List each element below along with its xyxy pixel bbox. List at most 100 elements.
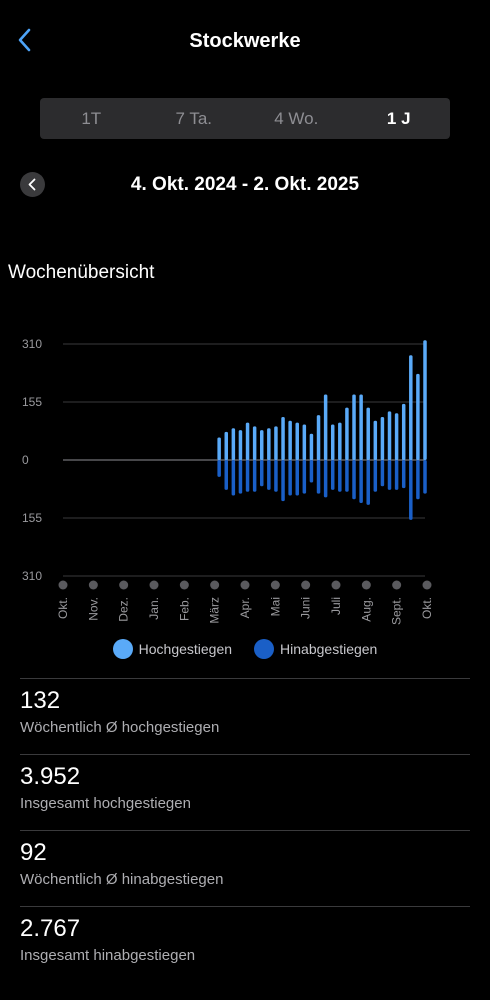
bar-up [409, 355, 413, 460]
chevron-left-icon [18, 28, 31, 52]
stat-total-down: 2.767 Insgesamt hinabgestiegen [20, 906, 470, 982]
bar-up [252, 426, 257, 460]
x-tick-dot [361, 580, 371, 590]
bar-up [352, 394, 356, 460]
bar-down [323, 460, 328, 498]
section-title: Wochenübersicht [8, 262, 155, 283]
stat-label: Wöchentlich Ø hochgestiegen [20, 719, 220, 736]
bar-up [295, 422, 299, 460]
period-selector: 1T 7 Ta. 4 Wo. 1 J [40, 98, 450, 139]
x-tick-dot [149, 580, 159, 590]
bar-down [259, 460, 264, 487]
page-title: Stockwerke [189, 30, 301, 52]
bar-down [352, 460, 356, 500]
y-tick-label: 310 [22, 569, 42, 583]
x-tick-dot [270, 580, 280, 590]
x-tick-label: Jan. [147, 597, 161, 620]
x-tick-label: Juni [299, 597, 313, 619]
bar-up [274, 426, 278, 460]
x-tick-label: Sept. [390, 597, 404, 625]
bar-down [252, 460, 257, 492]
bar-up [309, 433, 314, 460]
bar-up [231, 428, 236, 460]
x-tick-dot [210, 580, 220, 590]
bar-up [259, 430, 264, 460]
stat-value: 2.767 [20, 915, 81, 942]
stat-value: 92 [20, 839, 47, 866]
period-1-year[interactable]: 1 J [386, 108, 411, 128]
stat-label: Insgesamt hochgestiegen [20, 795, 191, 812]
bar-up [323, 394, 328, 460]
bar-down [309, 460, 314, 483]
period-7-days[interactable]: 7 Ta. [175, 108, 213, 128]
bar-down [401, 460, 406, 489]
bar-down [366, 460, 370, 505]
chart-grid [63, 343, 425, 577]
x-tick-label: Okt. [56, 597, 70, 619]
bar-down [245, 460, 250, 492]
bar-down [359, 460, 363, 504]
bar-down [423, 460, 427, 494]
chevron-left-icon [28, 178, 36, 191]
legend-label-up: Hochgestiegen [138, 641, 233, 657]
bar-down [288, 460, 292, 496]
period-1-day[interactable]: 1T [81, 108, 102, 128]
legend-item-down[interactable]: Hinabgestiegen [254, 639, 377, 659]
x-tick-label: Mai [268, 597, 282, 616]
chart-bars [217, 340, 427, 520]
x-tick-label: Nov. [86, 597, 100, 621]
bar-down [394, 460, 399, 490]
bar-up [217, 437, 221, 460]
bar-down [231, 460, 236, 496]
bar-down [217, 460, 221, 477]
x-tick-dot [301, 580, 311, 590]
bar-up [394, 413, 399, 460]
bar-up [245, 422, 250, 460]
bar-down [345, 460, 349, 492]
header: Stockwerke [0, 0, 490, 84]
y-tick-label: 155 [22, 395, 42, 409]
x-tick-dot [119, 580, 129, 590]
x-tick-label: Apr. [238, 597, 252, 618]
bar-down [295, 460, 299, 496]
x-tick-label: Okt. [420, 597, 434, 619]
y-tick-label: 0 [22, 453, 29, 467]
legend-label-down: Hinabgestiegen [280, 641, 378, 657]
date-range-row: 4. Okt. 2024 - 2. Okt. 2025 [0, 168, 490, 202]
stats-list: 132 Wöchentlich Ø hochgestiegen 3.952 In… [20, 678, 470, 982]
previous-range-button[interactable] [20, 172, 45, 197]
bar-up [224, 431, 229, 460]
bar-up [416, 373, 420, 460]
period-4-weeks[interactable]: 4 Wo. [274, 108, 319, 128]
bar-up [380, 416, 385, 460]
bar-up [316, 415, 321, 460]
bar-down [373, 460, 378, 492]
bar-down [409, 460, 413, 520]
bar-down [338, 460, 342, 492]
bar-down [238, 460, 243, 494]
x-tick-label: Feb. [177, 597, 191, 621]
bar-down [281, 460, 285, 502]
y-tick-label: 155 [22, 511, 42, 525]
legend-item-up[interactable]: Hochgestiegen [112, 639, 233, 659]
bar-up [338, 422, 342, 460]
bar-down [380, 460, 385, 487]
bar-up [401, 403, 406, 460]
weekly-floors-chart: 310 155 0 155 310 Okt. Nov. Dez. Jan. Feb. März Ap… [22, 337, 434, 625]
bar-down [274, 460, 278, 492]
x-tick-dot [58, 580, 68, 590]
stat-value: 132 [20, 687, 61, 714]
bar-down [224, 460, 229, 490]
bar-up [288, 420, 292, 460]
x-tick-dot [88, 580, 98, 590]
back-button[interactable] [10, 24, 42, 56]
bar-down [267, 460, 271, 490]
stat-value: 3.952 [20, 763, 81, 790]
bar-down [302, 460, 307, 494]
bar-down [387, 460, 392, 490]
x-axis-ticks: Okt. Nov. Dez. Jan. Feb. März Apr. Mai Juni Juli A… [56, 580, 434, 625]
bar-up [345, 407, 349, 460]
bar-up [373, 420, 378, 460]
legend-swatch-down [254, 639, 275, 659]
stat-weekly-avg-down: 92 Wöchentlich Ø hinabgestiegen [20, 830, 470, 906]
